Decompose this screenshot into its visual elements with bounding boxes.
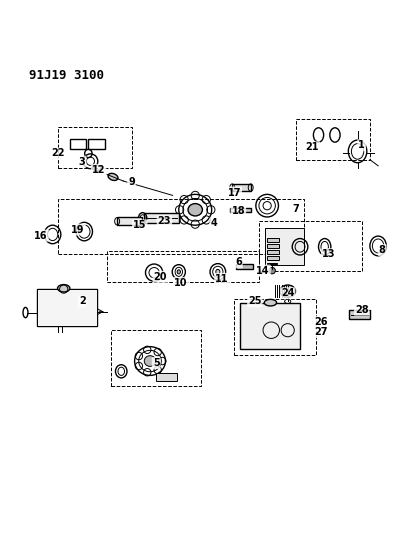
Bar (70, 139, 86, 149)
Text: 24: 24 (281, 288, 294, 298)
Text: 11: 11 (215, 274, 229, 284)
Bar (144, 214, 179, 222)
Ellipse shape (264, 300, 277, 306)
Bar (349, 310, 370, 319)
Bar (236, 264, 253, 269)
Text: 15: 15 (133, 221, 146, 230)
Text: 9: 9 (128, 177, 135, 187)
Text: 8: 8 (379, 245, 386, 255)
Text: 4: 4 (210, 219, 217, 228)
Bar (88, 139, 105, 149)
Bar (240, 303, 300, 349)
Bar (234, 300, 316, 355)
Bar (267, 244, 279, 248)
Text: 91J19 3100: 91J19 3100 (29, 69, 104, 83)
Bar (259, 221, 362, 271)
Text: 19: 19 (72, 224, 85, 235)
Bar (111, 330, 201, 386)
Ellipse shape (177, 270, 180, 274)
Text: 16: 16 (35, 231, 48, 241)
Bar (156, 373, 177, 381)
Bar (267, 250, 279, 254)
Bar (267, 256, 279, 260)
Bar (117, 217, 142, 225)
Bar (58, 127, 132, 168)
Bar (232, 184, 251, 191)
Bar (230, 208, 251, 212)
Ellipse shape (58, 285, 70, 292)
Bar (37, 289, 97, 326)
Bar (296, 118, 370, 160)
Bar (265, 228, 304, 265)
Ellipse shape (144, 356, 156, 366)
Text: 6: 6 (235, 257, 242, 268)
Text: 21: 21 (306, 142, 319, 152)
Text: 12: 12 (92, 165, 105, 175)
Text: 7: 7 (293, 204, 299, 214)
Text: 13: 13 (322, 249, 335, 259)
Text: 23: 23 (158, 216, 171, 227)
Text: 10: 10 (174, 278, 187, 288)
Text: 20: 20 (154, 272, 167, 282)
Ellipse shape (280, 285, 296, 297)
Bar (267, 263, 277, 264)
Text: 5: 5 (153, 358, 159, 368)
Bar (107, 251, 259, 282)
Bar (349, 310, 370, 319)
Bar (267, 238, 279, 242)
Text: 26: 26 (314, 317, 327, 327)
Text: 1: 1 (358, 140, 365, 150)
Text: 3: 3 (79, 157, 85, 167)
Circle shape (269, 268, 275, 274)
Text: 28: 28 (355, 305, 369, 314)
Ellipse shape (188, 204, 202, 216)
Text: 22: 22 (51, 149, 64, 158)
Text: 17: 17 (228, 188, 241, 198)
Text: 27: 27 (314, 327, 327, 337)
Ellipse shape (108, 173, 118, 181)
Text: 18: 18 (231, 206, 245, 216)
Text: 25: 25 (248, 296, 261, 306)
Text: 2: 2 (79, 296, 85, 306)
Text: 14: 14 (256, 265, 270, 276)
Bar (58, 199, 304, 254)
Bar (37, 289, 97, 326)
Ellipse shape (216, 269, 220, 274)
